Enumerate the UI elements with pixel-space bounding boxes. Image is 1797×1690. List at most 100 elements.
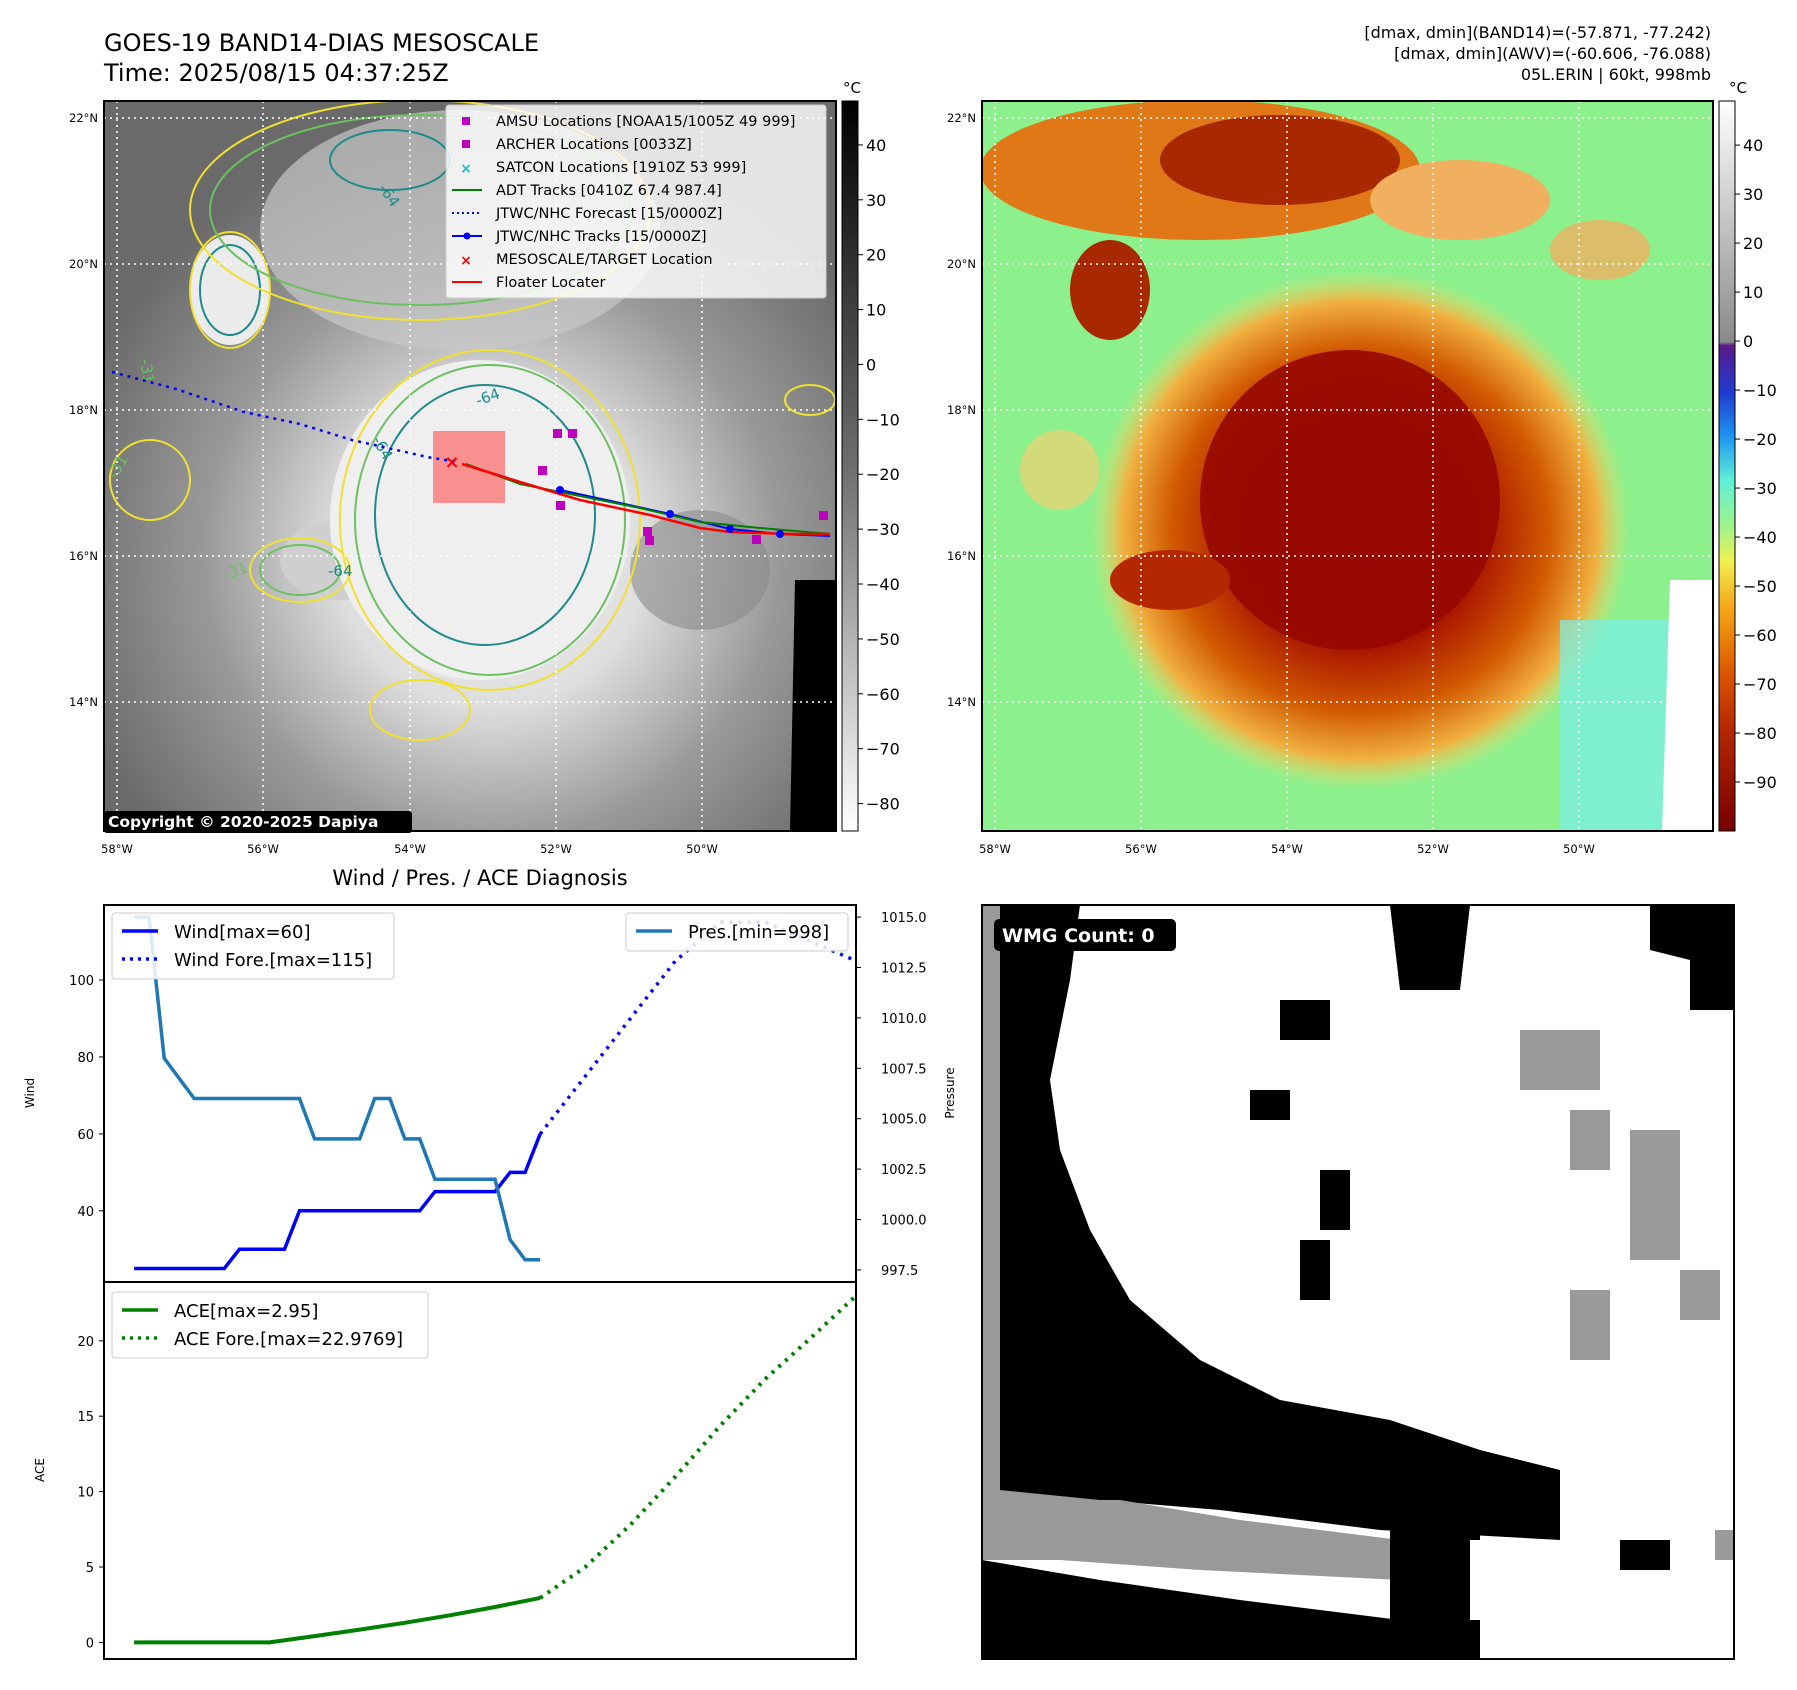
colorbar-tick-label: −80: [1743, 724, 1777, 743]
wind-tick-label: 40: [77, 1205, 94, 1220]
map-right-clouds: [982, 101, 1713, 831]
wmg-count: WMG Count: 0: [1002, 925, 1155, 947]
lat-label: 22°N: [69, 111, 98, 125]
lon-label: 56°W: [247, 842, 279, 856]
contour-label: -31: [136, 358, 158, 385]
pressure-tick-label: 1007.5: [881, 1062, 927, 1077]
figure-title: GOES-19 BAND14-DIAS MESOSCALE: [104, 29, 539, 57]
colorbar-tick-label: −50: [1743, 577, 1777, 596]
lat-label: 14°N: [947, 695, 976, 709]
wmg-frame: [981, 904, 1735, 1660]
lon-label: 52°W: [1417, 842, 1449, 856]
map-right-gridlines: [982, 101, 1713, 831]
lon-label: 50°W: [1563, 842, 1595, 856]
legend-ace: ACE[max=2.95]: [174, 1301, 318, 1322]
wind-legend: Wind[max=60] Wind Fore.[max=115]: [111, 912, 395, 980]
ace-lines: [134, 1294, 858, 1645]
ace-legend: ACE[max=2.95] ACE Fore.[max=22.9769]: [111, 1291, 429, 1359]
lon-label: 50°W: [686, 842, 718, 856]
colorbar-tick-label: −60: [1743, 626, 1777, 645]
lat-label: 14°N: [69, 695, 98, 709]
map-left-legend: AMSU Locations [NOAA15/1005Z 49 999] ARC…: [445, 104, 827, 299]
colorbar-tick-label: −20: [866, 465, 900, 484]
map-left-lon-labels: 58°W 56°W 54°W 52°W 50°W: [101, 842, 718, 856]
wind-tick-label: 100: [69, 974, 94, 989]
pressure-tick-label: 1010.0: [881, 1012, 927, 1027]
colorbar-tick-label: −40: [1743, 528, 1777, 547]
colorbar-tick-label: 30: [866, 191, 886, 210]
ace-tick-label: 10: [77, 1486, 94, 1501]
colorbar-tick-label: −20: [1743, 430, 1777, 449]
contour-label: -64: [328, 562, 353, 580]
colorbar-tick-label: −10: [866, 410, 900, 429]
colorbar-tick-label: −70: [866, 740, 900, 759]
legend-amsu-marker: [462, 117, 470, 125]
pressure-tick-label: 1015.0: [881, 911, 927, 926]
lon-label: 58°W: [979, 842, 1011, 856]
legend-forecast: JTWC/NHC Forecast [15/0000Z]: [495, 206, 722, 222]
pressure-tick-label: 1000.0: [881, 1214, 927, 1229]
colorbar-left-unit: °C: [843, 79, 861, 97]
wmg-count-box: [994, 919, 1176, 951]
pressure-ylabel: Pressure: [943, 1067, 957, 1118]
colorbar-tick-label: 0: [866, 355, 876, 374]
colorbar-tick-label: −10: [1743, 381, 1777, 400]
adt-track: [465, 463, 831, 535]
map-right-lon-labels: 58°W 56°W 54°W 52°W 50°W: [979, 842, 1595, 856]
legend-archer: ARCHER Locations [0033Z]: [496, 137, 692, 153]
colorbar-right-unit: °C: [1729, 79, 1747, 97]
pressure-axis: 997.5 1000.0 1002.5 1005.0 1007.5 1010.0 1012.…: [856, 911, 927, 1279]
map-left-lat-labels: 22°N 20°N 18°N 16°N 14°N: [69, 111, 98, 709]
legend-ace-forecast: ACE Fore.[max=22.9769]: [174, 1329, 403, 1350]
wind-tick-label: 80: [77, 1051, 94, 1066]
colorbar-tick-label: −50: [866, 630, 900, 649]
lat-label: 16°N: [69, 549, 98, 563]
ace-forecast-line: [539, 1294, 858, 1600]
wind-tick-label: 60: [77, 1128, 94, 1143]
legend-archer-marker: [462, 140, 470, 148]
storm-info: 05L.ERIN | 60kt, 998mb: [1521, 65, 1711, 84]
ace-tick-label: 15: [77, 1410, 94, 1425]
lat-label: 22°N: [947, 111, 976, 125]
legend-adt: ADT Tracks [0410Z 67.4 987.4]: [496, 183, 722, 199]
legend-tracks: JTWC/NHC Tracks [15/0000Z]: [495, 229, 707, 245]
colorbar-tick-label: −80: [866, 795, 900, 814]
legend-amsu: AMSU Locations [NOAA15/1005Z 49 999]: [496, 114, 795, 130]
colorbar-tick-label: 30: [1743, 185, 1763, 204]
lon-label: 52°W: [540, 842, 572, 856]
colorbar-tick-label: 10: [866, 301, 886, 320]
colorbar-tick-label: −30: [866, 520, 900, 539]
legend-satcon: SATCON Locations [1910Z 53 999]: [496, 160, 746, 176]
pressure-line: [134, 915, 541, 1262]
pressure-tick-label: 1005.0: [881, 1113, 927, 1128]
pressure-legend: Pres.[min=998]: [625, 912, 849, 952]
stats-awv: [dmax, dmin](AWV)=(-60.606, -76.088): [1394, 44, 1711, 63]
map-right-lat-labels: 22°N 20°N 18°N 16°N 14°N: [947, 111, 976, 709]
ace-tick-label: 20: [77, 1335, 94, 1350]
lat-label: 18°N: [947, 403, 976, 417]
colorbar-tick-label: 40: [1743, 136, 1763, 155]
legend-pressure: Pres.[min=998]: [688, 922, 829, 943]
pressure-tick-label: 997.5: [881, 1264, 918, 1279]
pressure-tick-label: 1012.5: [881, 961, 927, 976]
legend-wind-forecast: Wind Fore.[max=115]: [174, 950, 372, 971]
colorbar-left: [841, 100, 859, 832]
map-right-frame: [981, 100, 1714, 832]
copyright-box: [104, 811, 412, 833]
legend-target-marker: ×: [460, 253, 472, 269]
colorbar-tick-label: 10: [1743, 283, 1763, 302]
figure-time: Time: 2025/08/15 04:37:25Z: [103, 59, 449, 87]
colorbar-right: [1718, 100, 1736, 832]
wind-pressure-lines: [134, 915, 856, 1271]
colorbar-tick-label: −70: [1743, 675, 1777, 694]
colorbar-tick-label: 40: [866, 136, 886, 155]
colorbar-left-ticks: 40 30 20 10 0 −10 −20 −30 −40 −50 −60 −70 −80: [858, 136, 900, 814]
lat-label: 20°N: [69, 257, 98, 271]
amsu-archer-points: [538, 429, 828, 545]
diagnosis-charts: Wind / Pres. / ACE Diagnosis 40 60 80 100 9…: [23, 866, 957, 1660]
map-left: -64 -64 -64 -31 -31 -31 -64: [69, 79, 900, 856]
wind-line: [134, 1133, 542, 1271]
colorbar-tick-label: 20: [1743, 234, 1763, 253]
chart-title: Wind / Pres. / ACE Diagnosis: [332, 866, 627, 890]
